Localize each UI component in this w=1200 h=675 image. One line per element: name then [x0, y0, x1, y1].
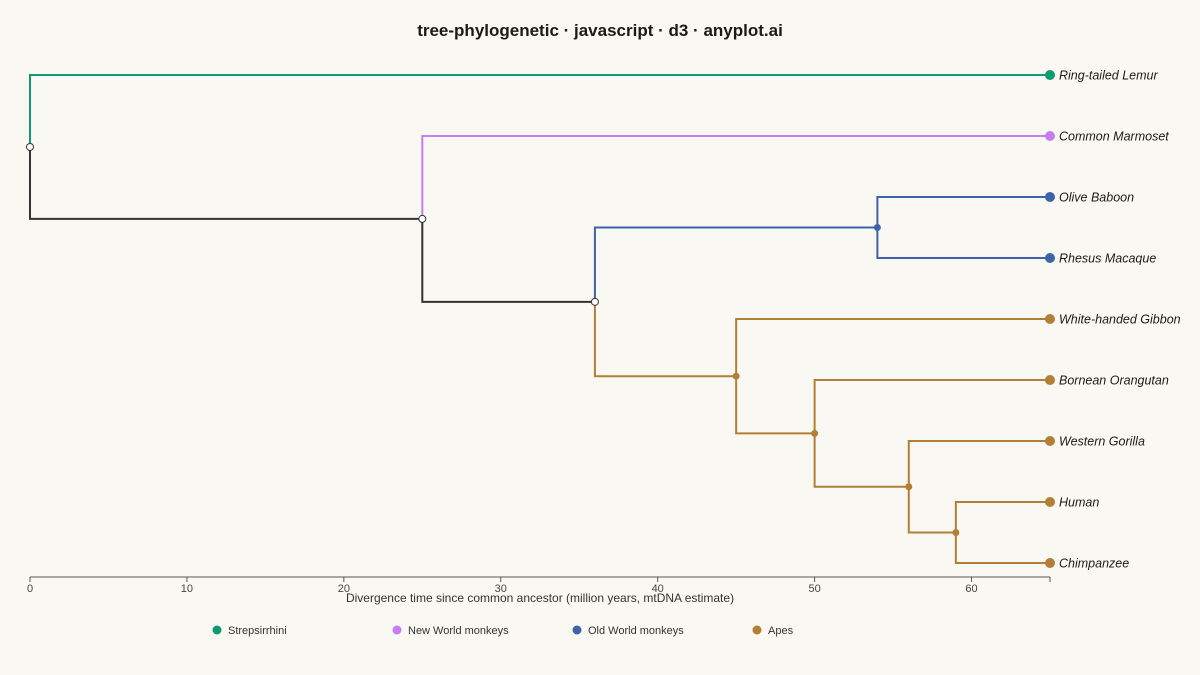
leaf-label-chimpanzee: Chimpanzee	[1059, 557, 1129, 571]
branch-rhesus-macaque	[876, 227, 1050, 259]
tree-leaves: Ring-tailed Lemur Common Marmoset Olive Ba…	[1045, 69, 1181, 571]
branch-white-handed-gibbon	[735, 318, 1050, 377]
chart-title: tree-phylogenetic · javascript · d3 · an…	[417, 21, 783, 40]
leaf-label-white-handed-gibbon: White-handed Gibbon	[1059, 313, 1181, 327]
node-great-apes	[811, 429, 819, 437]
leaf-label-rhesus-macaque: Rhesus Macaque	[1059, 252, 1156, 266]
branch-catarrhines	[421, 218, 595, 303]
legend-swatch-old-world-monkeys	[572, 625, 582, 635]
leaf-label-common-marmoset: Common Marmoset	[1059, 130, 1169, 144]
leaf-marker-white-handed-gibbon	[1045, 314, 1055, 324]
x-tick-label-30: 30	[495, 583, 507, 595]
x-axis: 0 10 20 30 40 50 60	[27, 576, 1051, 595]
x-axis-label: Divergence time since common ancestor (m…	[346, 591, 734, 605]
branch-olive-baboon	[876, 196, 1050, 228]
x-tick-label-40: 40	[652, 583, 664, 595]
node-african-apes	[905, 483, 913, 491]
x-tick-label-50: 50	[808, 583, 820, 595]
x-tick-label-60: 60	[965, 583, 977, 595]
leaf-marker-olive-baboon	[1045, 192, 1055, 202]
branch-bornean-orangutan	[813, 379, 1050, 434]
x-tick-label-0: 0	[27, 583, 33, 595]
legend-label-new-world-monkeys: New World monkeys	[408, 625, 509, 637]
node-root	[26, 142, 34, 151]
leaf-label-western-gorilla: Western Gorilla	[1059, 435, 1145, 449]
leaf-marker-western-gorilla	[1045, 436, 1055, 446]
branch-western-gorilla	[907, 440, 1050, 487]
branch-african-apes	[813, 433, 909, 488]
branch-chimpanzee	[954, 532, 1050, 564]
legend-swatch-strepsirrhini	[212, 625, 222, 635]
leaf-marker-ring-tailed-lemur	[1045, 70, 1055, 80]
node-human-chimp	[952, 529, 960, 536]
legend: Strepsirrhini New World monkeys Old World …	[212, 625, 794, 637]
branch-old-world	[593, 226, 878, 302]
branch-anthropoids	[29, 146, 423, 220]
x-tick-label-10: 10	[181, 583, 193, 595]
branch-ring-tailed-lemur	[29, 74, 1050, 147]
tree-nodes	[26, 142, 960, 536]
legend-label-strepsirrhini: Strepsirrhini	[228, 625, 287, 637]
node-old-world	[873, 224, 881, 231]
node-apes	[732, 372, 740, 380]
leaf-label-bornean-orangutan: Bornean Orangutan	[1059, 374, 1169, 388]
node-anthropoids	[418, 214, 427, 223]
legend-swatch-new-world-monkeys	[392, 625, 402, 635]
branch-human-chimp	[907, 486, 956, 534]
leaf-marker-bornean-orangutan	[1045, 375, 1055, 385]
leaf-marker-rhesus-macaque	[1045, 253, 1055, 263]
leaf-marker-common-marmoset	[1045, 131, 1055, 141]
leaf-label-human: Human	[1059, 496, 1099, 510]
leaf-label-ring-tailed-lemur: Ring-tailed Lemur	[1059, 69, 1158, 83]
branch-apes	[593, 301, 737, 378]
branch-human	[954, 501, 1050, 533]
tree-branches	[29, 74, 1050, 564]
legend-label-apes: Apes	[768, 625, 794, 637]
branch-great-apes	[735, 376, 815, 435]
legend-label-old-world-monkeys: Old World monkeys	[588, 625, 684, 637]
branch-common-marmoset	[421, 135, 1050, 219]
leaf-marker-chimpanzee	[1045, 558, 1055, 568]
leaf-marker-human	[1045, 497, 1055, 507]
legend-swatch-apes	[752, 625, 762, 635]
x-tick-label-20: 20	[338, 583, 350, 595]
leaf-label-olive-baboon: Olive Baboon	[1059, 191, 1134, 205]
node-catarrhines	[590, 297, 599, 306]
